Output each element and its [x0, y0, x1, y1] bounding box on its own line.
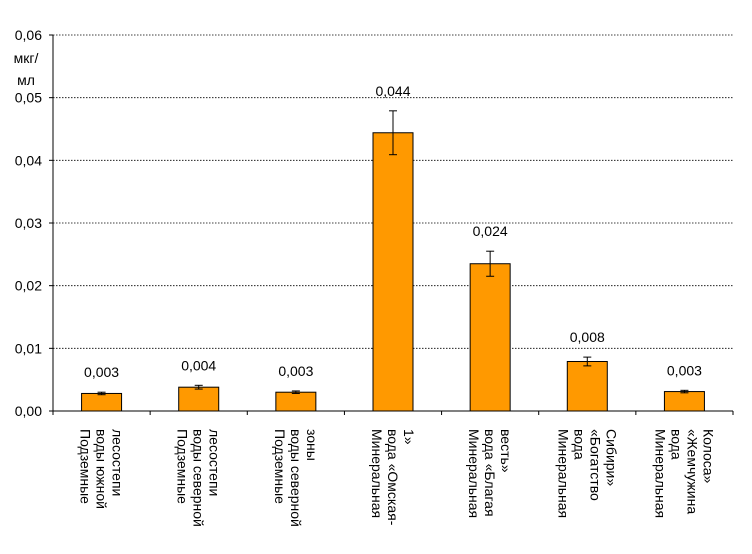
bar — [81, 392, 123, 412]
data-label: 0,003 — [667, 362, 702, 378]
x-category-label-line: Минеральная — [369, 429, 385, 518]
x-category-label-line: вода «Омская- — [385, 429, 401, 526]
x-category-label-line: вода — [668, 429, 684, 460]
data-label: 0,044 — [375, 83, 410, 99]
x-category-label: Подземные воды северной лесостепи — [175, 429, 223, 527]
x-category-label: Минеральная вода «Благая весть» — [466, 429, 514, 518]
bar — [178, 386, 220, 412]
x-category-label-line: Подземные — [78, 429, 94, 504]
y-tick-label: 0,05 — [15, 90, 42, 106]
bar — [566, 360, 608, 412]
bar — [469, 263, 511, 412]
data-label: 0,008 — [570, 329, 605, 345]
x-category-label-line: воды южной — [94, 429, 110, 509]
x-category-label-line: 1» — [401, 429, 417, 445]
y-tick-label: 0,03 — [15, 215, 42, 231]
x-category-label: Подземные воды северной зоны — [272, 429, 320, 527]
x-category-label-line: Колоса» — [700, 429, 716, 484]
x-category-label-line: вода — [571, 429, 587, 460]
y-tick-label: 0,01 — [15, 340, 42, 356]
x-category-label-line: воды северной — [288, 429, 304, 527]
bar — [663, 391, 705, 412]
x-category-label: Минеральная вода «Омская- 1» — [369, 429, 417, 526]
x-category-label-line: весть» — [498, 429, 514, 473]
y-tick-label: 0,04 — [15, 152, 42, 168]
y-tick-label: 0,00 — [15, 403, 42, 419]
x-category-label-line: «Богатство — [587, 429, 603, 501]
x-category-label: Минеральная вода «Жемчужина Колоса» — [652, 429, 716, 518]
x-category-label-line: Подземные — [175, 429, 191, 504]
y-tick-labels: 0,00 0,01 0,02 0,03 0,04 0,05 0,06 — [15, 27, 42, 419]
x-category-label-line: Минеральная — [652, 429, 668, 518]
data-label: 0,003 — [84, 364, 119, 380]
x-category-label-line: Сибири» — [603, 429, 619, 486]
x-category-label-line: зоны — [304, 429, 320, 461]
data-label: 0,004 — [181, 357, 216, 373]
x-category-label-line: «Жемчужина — [684, 429, 700, 514]
y-tick-label: 0,06 — [15, 27, 42, 43]
x-category-label-line: Подземные — [272, 429, 288, 504]
bar — [372, 132, 414, 412]
data-label: 0,024 — [473, 223, 508, 239]
y-axis-unit-line-1: мкг/ — [14, 50, 39, 66]
error-bars — [97, 110, 689, 396]
x-category-label: Минеральная вода «Богатство Сибири» — [555, 429, 619, 518]
data-labels: 0,003 0,004 0,003 0,044 0,024 0,008 0,003 — [84, 83, 702, 380]
y-tick-label: 0,02 — [15, 278, 42, 294]
data-label: 0,003 — [278, 363, 313, 379]
y-axis-unit-line-2: мл — [17, 72, 35, 88]
bar — [275, 391, 317, 412]
axes — [49, 34, 734, 415]
x-category-label-line: Минеральная — [466, 429, 482, 518]
x-category-label: Подземные воды южной лесостепи — [78, 429, 126, 509]
x-category-label-line: лесостепи — [110, 429, 126, 496]
x-category-label-line: воды северной — [191, 429, 207, 527]
x-category-label-line: лесостепи — [207, 429, 223, 496]
x-category-label-line: вода «Благая — [482, 429, 498, 517]
x-tick-labels: Подземные воды южной лесостепи Подземные вод… — [78, 429, 717, 527]
bars — [81, 132, 705, 412]
x-category-label-line: Минеральная — [555, 429, 571, 518]
